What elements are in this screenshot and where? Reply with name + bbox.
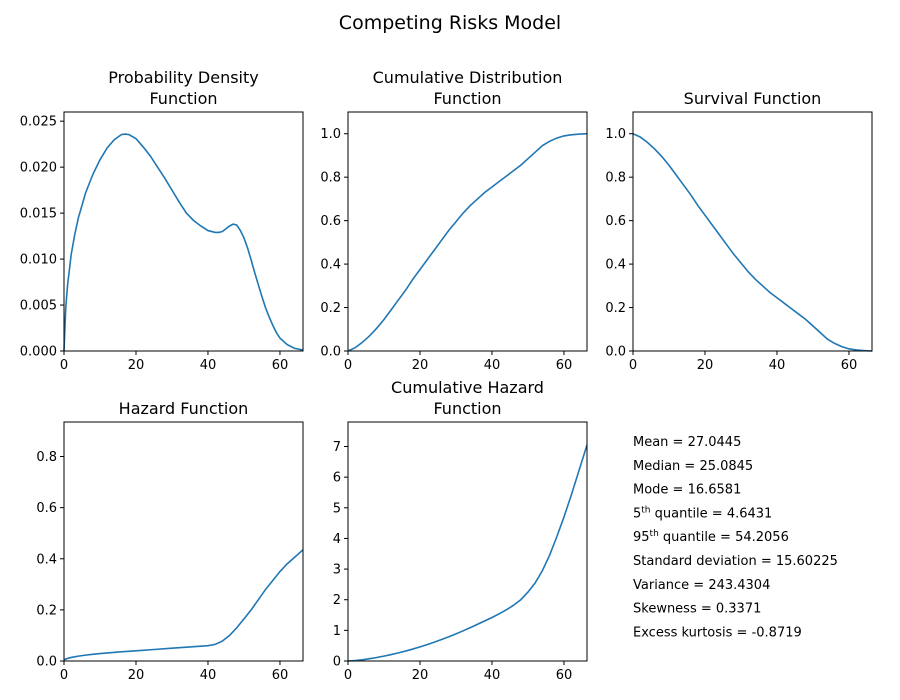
pdf-xtick-label: 40 — [200, 358, 217, 373]
chf-ytick-label: 6 — [333, 471, 341, 486]
sf-title-line: Survival Function — [684, 89, 822, 108]
cdf-ytick-label: 0.4 — [320, 258, 341, 273]
cdf-ytick-label: 0.6 — [320, 214, 341, 229]
cdf-xtick-label: 60 — [556, 358, 573, 373]
pdf-ytick-label: 0.015 — [20, 207, 57, 222]
pdf-axes-frame — [63, 111, 304, 352]
statistics-panel: Mean = 27.0445 Median = 25.0845 Mode = 16.… — [633, 435, 838, 640]
chf-subplot: Cumulative Hazard Function 0 20 40 60 0 1 2 3 4 5 6 7 — [333, 378, 588, 683]
sf-ytick-label: 0.8 — [605, 171, 626, 186]
chf-ytick-label: 4 — [333, 532, 341, 547]
chf-title-line: Function — [433, 399, 501, 418]
cdf-title-line: Function — [433, 89, 501, 108]
chf-series-line — [347, 444, 588, 662]
cdf-xtick-label: 40 — [484, 358, 501, 373]
hf-subplot: Hazard Function 0 20 40 60 0.0 0.2 0.4 0.6 0.8 — [36, 399, 304, 683]
chf-xtick-label: 40 — [484, 668, 501, 683]
cdf-ytick-label: 0.8 — [320, 171, 341, 186]
chf-xtick-label: 20 — [412, 668, 429, 683]
hf-series-line — [63, 549, 304, 661]
pdf-xtick-label: 0 — [60, 358, 68, 373]
cdf-series-line — [347, 132, 588, 352]
sf-xtick-label: 20 — [697, 358, 714, 373]
pdf-subplot: Probability Density Function 0 20 40 60 0.000 0… — [20, 68, 304, 373]
stat-line: Skewness = 0.3371 — [633, 602, 761, 617]
sf-xtick-label: 60 — [841, 358, 858, 373]
sf-axes-frame — [632, 111, 873, 352]
hf-ytick-label: 0.6 — [36, 501, 57, 516]
cdf-title-line: Cumulative Distribution — [373, 68, 563, 87]
cdf-axes-frame — [347, 111, 588, 352]
chf-ytick-label: 5 — [333, 501, 341, 516]
stat-line: 5th quantile = 4.6431 — [633, 505, 772, 521]
hf-axes-frame — [63, 421, 304, 662]
cdf-subplot: Cumulative Distribution Function 0 20 40 60 0.… — [320, 68, 588, 373]
sf-ytick-label: 0.2 — [605, 301, 626, 316]
pdf-ytick-label: 0.020 — [20, 161, 57, 176]
cdf-ytick-label: 0.0 — [320, 345, 341, 360]
pdf-ytick-label: 0.025 — [20, 115, 57, 130]
chf-xtick-label: 60 — [556, 668, 573, 683]
sf-ytick-label: 0.0 — [605, 345, 626, 360]
hf-xtick-label: 60 — [272, 668, 289, 683]
hf-ytick-label: 0.8 — [36, 450, 57, 465]
stat-line: Standard deviation = 15.60225 — [633, 554, 838, 569]
hf-ytick-label: 0.2 — [36, 603, 57, 618]
chf-axes-frame — [347, 421, 588, 662]
pdf-title-line: Function — [149, 89, 217, 108]
sf-ytick-label: 0.6 — [605, 214, 626, 229]
figure-title: Competing Risks Model — [339, 12, 561, 34]
stat-line: Mode = 16.6581 — [633, 483, 741, 498]
sf-xtick-label: 0 — [629, 358, 637, 373]
stat-line: 95th quantile = 54.2056 — [633, 529, 789, 545]
hf-title-line: Hazard Function — [119, 399, 249, 418]
chf-ytick-label: 0 — [333, 655, 341, 670]
stat-line: Excess kurtosis = -0.8719 — [633, 625, 802, 640]
stat-line: Mean = 27.0445 — [633, 435, 741, 450]
pdf-ytick-label: 0.000 — [20, 345, 57, 360]
hf-xtick-label: 40 — [200, 668, 217, 683]
pdf-xtick-label: 60 — [272, 358, 289, 373]
chf-title-line: Cumulative Hazard — [391, 378, 544, 397]
pdf-ytick-label: 0.005 — [20, 299, 57, 314]
cdf-ytick-label: 0.2 — [320, 301, 341, 316]
hf-ytick-label: 0.4 — [36, 552, 57, 567]
cdf-xtick-label: 20 — [412, 358, 429, 373]
stat-line: Variance = 243.4304 — [633, 578, 770, 593]
pdf-series-line — [63, 133, 304, 352]
sf-ytick-label: 0.4 — [605, 258, 626, 273]
cdf-xtick-label: 0 — [344, 358, 352, 373]
stat-line: Median = 25.0845 — [633, 459, 753, 474]
sf-ytick-label: 1.0 — [605, 127, 626, 142]
sf-series-line — [632, 133, 873, 352]
chf-ytick-label: 7 — [333, 440, 341, 455]
hf-xtick-label: 0 — [60, 668, 68, 683]
cdf-ytick-label: 1.0 — [320, 127, 341, 142]
chf-ytick-label: 3 — [333, 563, 341, 578]
chf-ytick-label: 1 — [333, 624, 341, 639]
sf-xtick-label: 40 — [769, 358, 786, 373]
chf-ytick-label: 2 — [333, 593, 341, 608]
chf-xtick-label: 0 — [344, 668, 352, 683]
pdf-xtick-label: 20 — [128, 358, 145, 373]
pdf-title-line: Probability Density — [108, 68, 259, 87]
hf-ytick-label: 0.0 — [36, 655, 57, 670]
hf-xtick-label: 20 — [128, 668, 145, 683]
pdf-ytick-label: 0.010 — [20, 253, 57, 268]
sf-subplot: Survival Function 0 20 40 60 0.0 0.2 0.4 0.6 0.8 1… — [605, 89, 873, 373]
